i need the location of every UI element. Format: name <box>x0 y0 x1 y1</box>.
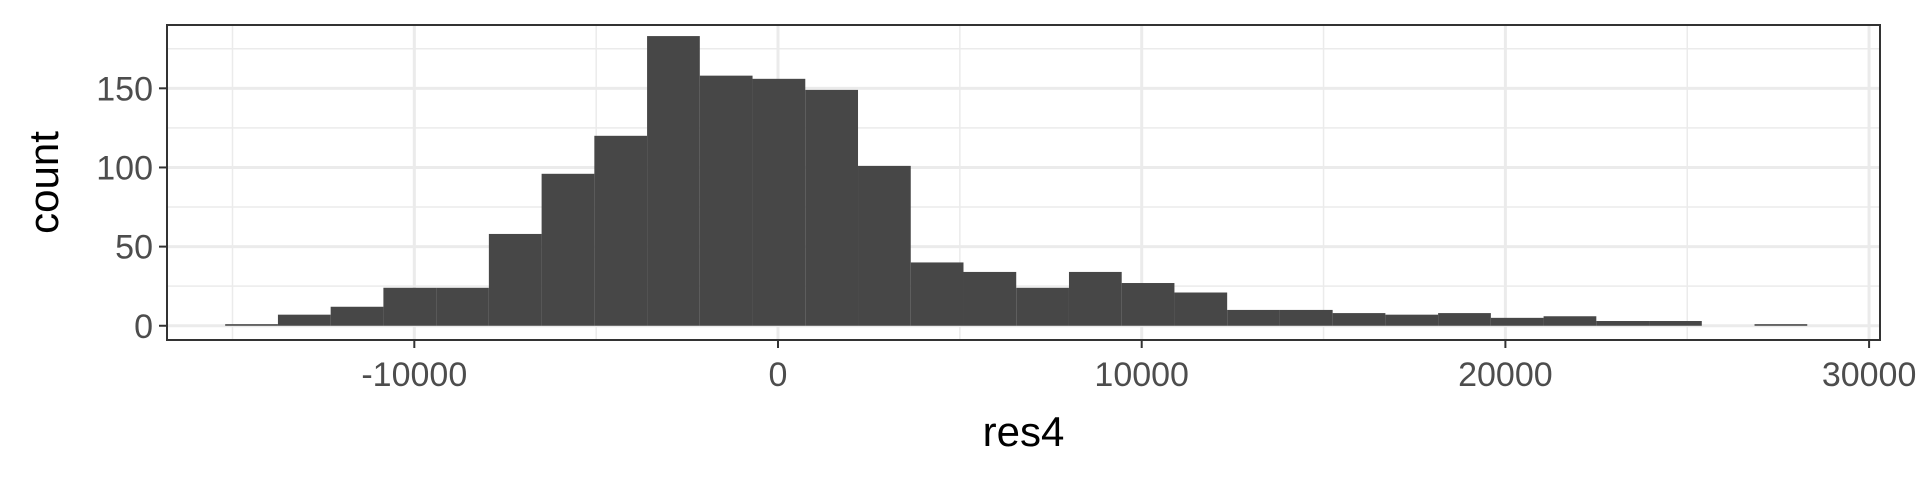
histogram-bar <box>1596 321 1650 326</box>
histogram-bar <box>1490 317 1544 326</box>
x-tick-label: -10000 <box>361 356 467 394</box>
histogram-bar <box>1649 321 1702 326</box>
x-tick-label: 0 <box>769 356 788 394</box>
histogram-bar <box>225 324 278 326</box>
x-axis-title: res4 <box>983 408 1065 455</box>
histogram-bar <box>647 36 700 326</box>
histogram-bar <box>1016 287 1069 326</box>
x-tick-label: 30000 <box>1822 356 1917 394</box>
histogram-bar <box>752 78 806 326</box>
histogram-bar <box>1385 314 1439 326</box>
histogram-bar <box>277 314 331 326</box>
histogram-bar <box>330 306 384 326</box>
histogram-bar <box>1068 271 1122 326</box>
histogram-bar <box>541 173 595 326</box>
y-tick-label: 100 <box>96 149 153 187</box>
y-tick-label: 50 <box>115 229 153 267</box>
minor-gridlines <box>167 25 1880 340</box>
histogram-bar <box>1121 283 1175 326</box>
panel-border <box>166 24 1881 341</box>
histogram-bar <box>1332 313 1386 326</box>
histogram-bar <box>858 165 911 326</box>
histogram-bar <box>383 287 437 326</box>
histogram-bar <box>963 271 1017 326</box>
y-axis-title: count <box>20 131 67 234</box>
x-axis-ticks: -10000 0 10000 20000 30000 <box>361 340 1916 394</box>
x-tick-label: 10000 <box>1094 356 1189 394</box>
y-axis-ticks: 0 50 100 150 <box>96 70 167 346</box>
histogram-bar <box>436 287 489 326</box>
y-tick-label: 150 <box>96 70 153 108</box>
histogram-bar <box>1754 324 1808 326</box>
histogram-bar <box>699 75 753 326</box>
histogram-bar <box>1227 309 1280 326</box>
histogram-bar <box>1438 313 1491 326</box>
histogram-bar <box>1174 292 1228 326</box>
histogram-bar <box>1279 309 1333 326</box>
histogram-bar <box>1543 316 1597 326</box>
histogram-bars <box>225 36 1808 326</box>
x-tick-label: 20000 <box>1458 356 1553 394</box>
y-tick-label: 0 <box>134 308 153 346</box>
histogram-bar <box>910 262 964 326</box>
histogram-bar <box>488 233 542 326</box>
histogram-bar <box>805 89 859 326</box>
histogram-bar <box>594 135 648 326</box>
